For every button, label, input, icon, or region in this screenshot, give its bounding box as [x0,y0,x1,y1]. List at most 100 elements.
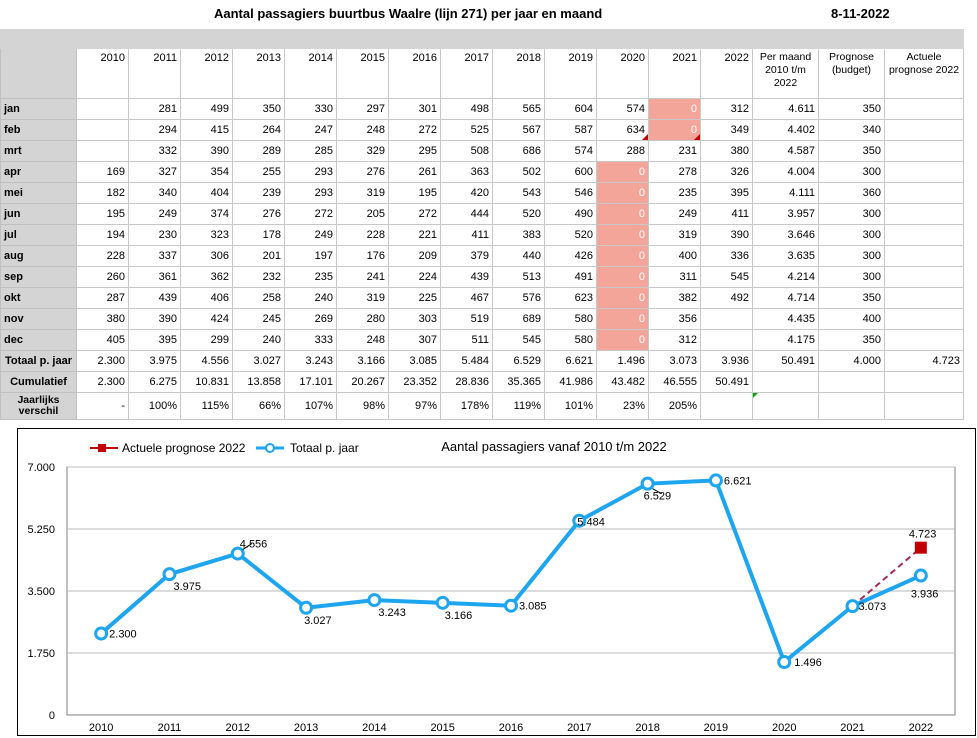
table-cell[interactable]: 574 [596,98,649,120]
table-cell[interactable]: 0 [596,203,649,225]
table-cell[interactable]: 276 [336,161,389,183]
table-cell[interactable]: 444 [440,203,493,225]
table-cell[interactable]: 41.986 [544,371,597,393]
table-cell[interactable]: 306 [180,245,233,267]
table-cell[interactable]: 293 [284,182,337,204]
table-cell[interactable] [884,203,964,225]
table-cell[interactable]: 297 [336,98,389,120]
table-cell[interactable]: 0 [648,119,701,141]
table-cell[interactable]: 299 [180,329,233,351]
table-cell[interactable] [76,119,129,141]
row-label[interactable]: mei [0,182,77,204]
table-cell[interactable] [818,392,885,420]
band-cell[interactable] [128,29,181,49]
table-cell[interactable]: - [76,392,129,420]
row-label[interactable]: sep [0,266,77,288]
table-cell[interactable]: 300 [818,161,885,183]
table-cell[interactable]: 241 [336,266,389,288]
table-cell[interactable]: 330 [284,98,337,120]
table-cell[interactable]: 264 [232,119,285,141]
column-header[interactable]: 2013 [232,48,285,99]
table-cell[interactable] [884,182,964,204]
table-cell[interactable]: 235 [284,266,337,288]
table-cell[interactable]: 4.556 [180,350,233,372]
table-cell[interactable]: 340 [818,119,885,141]
column-header[interactable]: 2020 [596,48,649,99]
table-cell[interactable]: 686 [492,140,545,162]
table-cell[interactable]: 195 [388,182,441,204]
table-cell[interactable]: 4.611 [752,98,819,120]
table-cell[interactable]: 3.975 [128,350,181,372]
table-cell[interactable]: 567 [492,119,545,141]
row-label[interactable]: Cumulatief [0,371,77,393]
table-cell[interactable]: 326 [700,161,753,183]
table-cell[interactable]: 439 [128,287,181,309]
table-cell[interactable]: 319 [648,224,701,246]
table-cell[interactable]: 248 [336,119,389,141]
table-cell[interactable]: 201 [232,245,285,267]
column-header[interactable]: 2015 [336,48,389,99]
table-cell[interactable]: 288 [596,140,649,162]
table-cell[interactable]: 411 [440,224,493,246]
table-cell[interactable]: 258 [232,287,285,309]
band-cell[interactable] [0,29,77,49]
table-cell[interactable]: 195 [76,203,129,225]
table-cell[interactable]: 289 [232,140,285,162]
table-cell[interactable]: 405 [76,329,129,351]
table-cell[interactable] [884,161,964,183]
table-cell[interactable] [884,140,964,162]
table-cell[interactable] [884,224,964,246]
table-cell[interactable]: 6.275 [128,371,181,393]
table-cell[interactable]: 4.435 [752,308,819,330]
table-cell[interactable]: 319 [336,182,389,204]
table-cell[interactable]: 205 [336,203,389,225]
band-cell[interactable] [752,29,819,49]
table-cell[interactable]: 235 [648,182,701,204]
table-cell[interactable]: 6.621 [544,350,597,372]
table-cell[interactable]: 4.714 [752,287,819,309]
table-cell[interactable]: 411 [700,203,753,225]
table-cell[interactable]: 300 [818,266,885,288]
row-label[interactable]: Totaal p. jaar [0,350,77,372]
column-header[interactable]: 2014 [284,48,337,99]
table-cell[interactable]: 178% [440,392,493,420]
table-cell[interactable]: 565 [492,98,545,120]
table-cell[interactable]: 2.300 [76,371,129,393]
table-cell[interactable]: 294 [128,119,181,141]
table-cell[interactable]: 272 [388,203,441,225]
table-cell[interactable]: 0 [648,98,701,120]
table-cell[interactable]: 249 [648,203,701,225]
column-header[interactable]: 2017 [440,48,493,99]
table-cell[interactable]: 3.936 [700,350,753,372]
band-cell[interactable] [700,29,753,49]
table-cell[interactable]: 228 [76,245,129,267]
band-cell[interactable] [440,29,493,49]
table-cell[interactable]: 205% [648,392,701,420]
table-cell[interactable]: 508 [440,140,493,162]
table-cell[interactable]: 490 [544,203,597,225]
table-cell[interactable]: 178 [232,224,285,246]
table-cell[interactable] [700,329,753,351]
table-cell[interactable]: 0 [596,287,649,309]
table-cell[interactable]: 356 [648,308,701,330]
table-cell[interactable]: 0 [596,308,649,330]
table-cell[interactable]: 35.365 [492,371,545,393]
table-cell[interactable]: 232 [232,266,285,288]
table-cell[interactable]: 0 [596,266,649,288]
table-cell[interactable]: 513 [492,266,545,288]
table-cell[interactable]: 280 [336,308,389,330]
table-cell[interactable]: 249 [128,203,181,225]
table-cell[interactable]: 380 [700,140,753,162]
table-cell[interactable]: 13.858 [232,371,285,393]
table-cell[interactable]: 3.243 [284,350,337,372]
table-cell[interactable]: 390 [180,140,233,162]
column-header[interactable]: 2011 [128,48,181,99]
row-label[interactable]: dec [0,329,77,351]
column-header[interactable]: Per maand 2010 t/m 2022 [752,48,819,99]
column-header[interactable]: 2021 [648,48,701,99]
table-cell[interactable]: 327 [128,161,181,183]
table-cell[interactable]: 245 [232,308,285,330]
table-cell[interactable]: 287 [76,287,129,309]
table-cell[interactable]: 424 [180,308,233,330]
table-cell[interactable]: 249 [284,224,337,246]
